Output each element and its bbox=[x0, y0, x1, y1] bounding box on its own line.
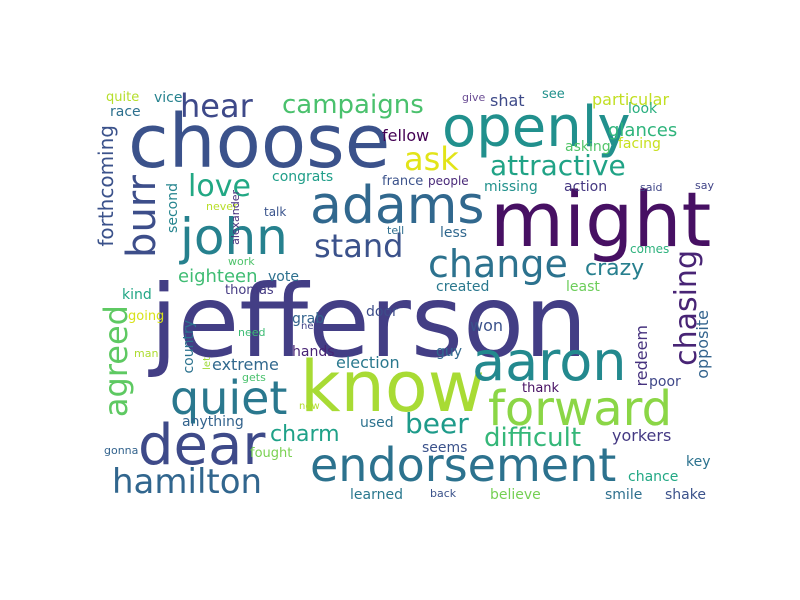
word-learned: learned bbox=[350, 487, 403, 503]
word-openly: openly bbox=[442, 95, 631, 160]
word-believe: believe bbox=[490, 487, 541, 503]
word-election: election bbox=[336, 353, 400, 372]
word-jefferson: jefferson bbox=[150, 263, 588, 380]
word-second: second bbox=[165, 183, 181, 233]
word-aaron: aaron bbox=[472, 330, 627, 393]
word-kind: kind bbox=[122, 287, 152, 303]
word-charm: charm bbox=[270, 422, 340, 447]
word-hamilton: hamilton bbox=[112, 462, 263, 502]
word-france: france bbox=[382, 174, 424, 189]
word-dear: dear bbox=[138, 413, 266, 478]
word-thank: thank bbox=[522, 381, 560, 396]
word-never: never bbox=[206, 200, 238, 213]
word-attractive: attractive bbox=[490, 149, 626, 182]
word-hands: hands bbox=[292, 344, 335, 360]
word-shake: shake bbox=[665, 487, 706, 503]
word-redeem: redeem bbox=[632, 325, 651, 387]
word-vice: vice bbox=[154, 90, 183, 106]
word-let: let bbox=[202, 357, 213, 370]
word-beer: beer bbox=[405, 407, 469, 440]
word-give: give bbox=[462, 91, 486, 104]
word-chance: chance bbox=[628, 469, 679, 485]
word-back: back bbox=[430, 487, 457, 500]
word-extreme: extreme bbox=[212, 355, 279, 374]
word-guy: guy bbox=[436, 344, 463, 360]
word-country: country bbox=[181, 320, 197, 374]
word-action: action bbox=[564, 179, 608, 195]
word-asking: asking bbox=[565, 139, 611, 155]
word-race: race bbox=[110, 104, 141, 120]
word-used: used bbox=[360, 415, 394, 431]
word-man: man bbox=[134, 347, 159, 360]
word-comes: comes bbox=[630, 242, 670, 256]
word-said: said bbox=[640, 181, 663, 194]
word-john: john bbox=[180, 208, 288, 266]
word-quite: quite bbox=[106, 90, 140, 105]
word-see: see bbox=[542, 87, 565, 102]
word-fought: fought bbox=[250, 446, 293, 461]
word-quiet: quiet bbox=[170, 371, 288, 425]
word-alexander: alexander bbox=[229, 190, 242, 245]
word-particular: particular bbox=[592, 90, 670, 109]
word-might: might bbox=[490, 175, 712, 264]
word-least: least bbox=[566, 279, 600, 295]
word-opposite: opposite bbox=[693, 310, 712, 379]
word-gets: gets bbox=[242, 371, 266, 384]
word-missing: missing bbox=[484, 179, 538, 195]
word-need: need bbox=[238, 326, 266, 339]
word-now: now bbox=[299, 401, 320, 412]
word-crazy: crazy bbox=[585, 256, 645, 281]
word-love: love bbox=[188, 169, 251, 204]
word-anything: anything bbox=[182, 414, 244, 430]
word-stand: stand bbox=[314, 227, 404, 265]
word-talk: talk bbox=[264, 205, 287, 219]
word-change: change bbox=[428, 242, 568, 286]
word-say: say bbox=[695, 179, 714, 192]
word-yorkers: yorkers bbox=[612, 426, 672, 445]
word-key: key bbox=[686, 454, 711, 470]
word-forthcoming: forthcoming bbox=[94, 125, 118, 247]
word-less: less bbox=[440, 225, 468, 241]
word-difficult: difficult bbox=[484, 423, 582, 453]
word-door: door bbox=[366, 304, 398, 320]
word-know: know bbox=[300, 346, 485, 428]
word-created: created bbox=[436, 279, 490, 295]
word-hear: hear bbox=[180, 87, 253, 125]
word-fellow: fellow bbox=[382, 126, 430, 145]
word-look: look bbox=[628, 101, 658, 117]
word-eighteen: eighteen bbox=[178, 266, 258, 287]
word-adams: adams bbox=[310, 176, 485, 236]
word-facing: facing bbox=[618, 136, 661, 152]
word-burr: burr bbox=[119, 175, 165, 258]
word-choose: choose bbox=[128, 99, 391, 185]
word-congrats: congrats bbox=[272, 169, 334, 185]
word-thomas: thomas bbox=[225, 283, 274, 298]
word-endorsement: endorsement bbox=[310, 438, 617, 492]
word-new: new bbox=[301, 321, 322, 332]
word-shat: shat bbox=[490, 91, 525, 110]
word-grab: grab bbox=[292, 311, 325, 327]
word-tell: tell bbox=[387, 224, 405, 237]
word-smile: smile bbox=[605, 487, 643, 503]
word-work: work bbox=[228, 255, 255, 268]
word-glances: glances bbox=[608, 120, 678, 141]
word-vote: vote bbox=[268, 269, 299, 285]
word-campaigns: campaigns bbox=[282, 90, 424, 120]
word-seems: seems bbox=[422, 440, 468, 456]
word-forward: forward bbox=[488, 381, 673, 437]
word-ask: ask bbox=[404, 140, 459, 178]
word-poor: poor bbox=[649, 374, 681, 390]
word-won: won bbox=[470, 316, 504, 335]
word-gonna: gonna bbox=[104, 444, 139, 457]
word-people: people bbox=[428, 174, 469, 188]
word-going: going bbox=[128, 309, 165, 324]
